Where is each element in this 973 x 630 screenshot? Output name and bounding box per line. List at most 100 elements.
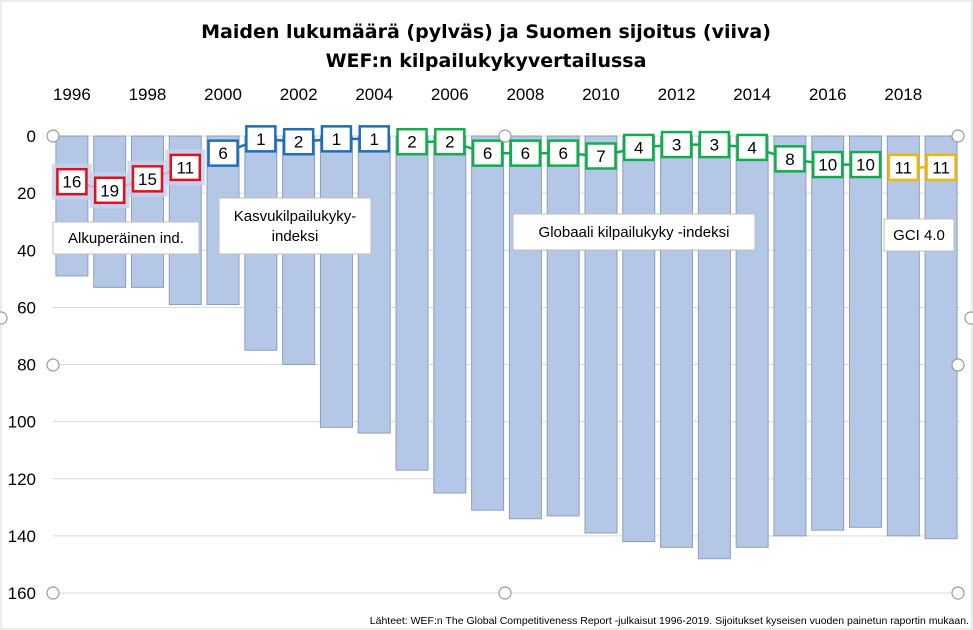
- y-tick-label: 60: [17, 298, 36, 317]
- y-tick-label: 20: [17, 184, 36, 203]
- bar: [130, 135, 164, 288]
- bar: [849, 135, 883, 528]
- rank-label: 6: [521, 144, 530, 163]
- rank-glow: [127, 160, 168, 197]
- selection-handles: [0, 129, 973, 600]
- rank-label: 1: [369, 130, 378, 149]
- rank-label: 19: [100, 181, 119, 200]
- x-tick-label: 2008: [506, 85, 544, 104]
- bar: [811, 135, 845, 531]
- index-label: Globaali kilpailukyky -indeksi: [539, 224, 730, 241]
- bar: [546, 135, 580, 517]
- selection-handle: [46, 586, 60, 600]
- rank-marker: [774, 145, 806, 173]
- rank-label: 3: [672, 136, 681, 155]
- bar: [773, 135, 807, 537]
- x-tick-label: 1998: [129, 85, 167, 104]
- rank-marker: [131, 165, 164, 193]
- rank-label: 2: [294, 133, 303, 152]
- rank-label: 7: [596, 147, 605, 166]
- rank-glow: [89, 172, 130, 209]
- bar: [886, 135, 920, 537]
- x-axis-ticks: 1996 1998 2000 2002 2004 2006 2008 2010 2012 2014…: [53, 85, 922, 104]
- rank-marker: [623, 133, 655, 162]
- selection-handle: [498, 129, 512, 143]
- rank-glow: [51, 163, 92, 200]
- rank-label: 15: [138, 170, 157, 189]
- index-label: Kasvukilpailukyky-indeksi: [234, 208, 357, 245]
- y-tick-label: 160: [8, 584, 36, 603]
- bar: [924, 135, 958, 540]
- index-label: Alkuperäinen ind.: [68, 230, 184, 247]
- rank-glow: [165, 149, 206, 186]
- rank-label: 6: [558, 144, 567, 163]
- selection-handle: [951, 358, 965, 372]
- rank-label: 2: [407, 133, 416, 152]
- rank-marker: [245, 125, 277, 153]
- rank-marker: [887, 153, 920, 182]
- rank-marker: [56, 167, 88, 196]
- rank-marker: [925, 153, 957, 182]
- rank-marker: [660, 130, 693, 159]
- bar: [93, 135, 127, 288]
- rank-label: 8: [785, 150, 794, 169]
- rank-label: 4: [747, 138, 756, 157]
- x-tick-label: 2014: [733, 85, 771, 104]
- rank-marker: [396, 127, 428, 156]
- rank-marker: [585, 142, 617, 170]
- bar: [471, 135, 505, 511]
- index-label-box: [52, 221, 200, 255]
- bar: [433, 135, 467, 494]
- rank-label: 1: [332, 130, 341, 149]
- rank-label: 2: [445, 133, 454, 152]
- x-tick-label: 2006: [431, 85, 469, 104]
- rank-label: 11: [932, 158, 950, 177]
- index-label: GCI 4.0: [893, 227, 945, 244]
- rank-label: 16: [62, 173, 81, 192]
- rank-marker: [282, 127, 315, 156]
- bar: [735, 135, 769, 548]
- selection-handle: [46, 129, 60, 143]
- rank-marker: [471, 139, 504, 167]
- x-tick-label: 2004: [355, 85, 393, 104]
- rank-marker: [434, 127, 466, 156]
- rank-label: 1: [256, 130, 265, 149]
- rank-label: 3: [710, 136, 719, 155]
- bar: [697, 135, 731, 560]
- y-tick-label: 80: [17, 356, 36, 375]
- rank-marker: [358, 125, 390, 153]
- selection-handle: [964, 311, 973, 325]
- rank-marker: [169, 153, 202, 182]
- rank-label: 11: [176, 158, 194, 177]
- x-tick-label: 2018: [884, 85, 922, 104]
- chart-title-line-1: Maiden lukumäärä (pylväs) ja Suomen sijo…: [201, 21, 771, 43]
- bar: [660, 135, 694, 548]
- rank-marker: [736, 133, 768, 162]
- source-note: Lähteet: WEF:n The Global Competitivenes…: [370, 615, 969, 627]
- rank-marker: [547, 139, 579, 167]
- bar: [508, 135, 542, 520]
- x-tick-label: 1996: [53, 85, 91, 104]
- bar: [319, 135, 353, 428]
- selection-handle: [951, 129, 965, 143]
- bar-series: [55, 135, 958, 560]
- rank-label: 10: [818, 156, 837, 175]
- y-axis-ticks: 0 20 40 60 80 100 120 140 160: [8, 127, 36, 603]
- y-tick-label: 120: [8, 470, 36, 489]
- rank-marker: [509, 139, 542, 167]
- rank-marker: [320, 125, 353, 153]
- rank-marker: [811, 150, 844, 179]
- chart-title-line-2: WEF:n kilpailukykyvertailussa: [326, 50, 647, 72]
- y-tick-label: 100: [8, 413, 36, 432]
- rank-marker: [207, 139, 239, 167]
- rank-marker: [698, 130, 731, 159]
- index-label-box: [512, 213, 756, 251]
- rank-label: 11: [894, 158, 912, 177]
- rank-label: 4: [634, 138, 643, 157]
- x-tick-label: 2000: [204, 85, 242, 104]
- bar: [55, 135, 89, 277]
- selection-handle: [951, 586, 965, 600]
- rank-label: 6: [483, 144, 492, 163]
